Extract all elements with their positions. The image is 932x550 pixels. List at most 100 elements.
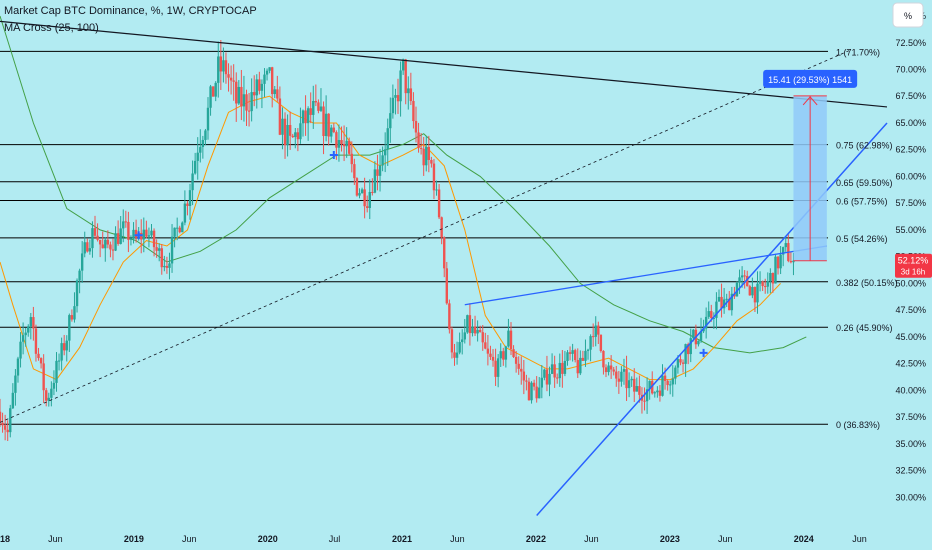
candle-body — [746, 275, 749, 287]
candle-body — [576, 360, 579, 374]
candle-body — [553, 364, 556, 378]
candle-body — [309, 108, 312, 115]
candle-body — [175, 227, 179, 229]
indicator-label: MA Cross (25, 100) — [4, 22, 99, 34]
candle-body — [168, 263, 171, 268]
candle-body — [52, 382, 56, 389]
candle-body — [512, 349, 515, 357]
candle-body — [625, 369, 628, 389]
candle-body — [217, 56, 220, 83]
candle-body — [543, 369, 546, 378]
candle-body — [432, 163, 436, 191]
candle-body — [440, 217, 443, 238]
candle-body — [532, 382, 536, 387]
measure-arrow-head — [802, 96, 818, 106]
candle-body — [730, 293, 734, 311]
candle-body — [525, 380, 528, 382]
candle-body — [291, 135, 294, 138]
candle-body — [14, 375, 17, 393]
candle-body — [229, 77, 233, 81]
candle-body — [93, 228, 97, 236]
candle-body — [34, 328, 38, 354]
candle-body — [728, 298, 731, 311]
candle-body — [509, 330, 513, 350]
y-tick-label: 32.50% — [895, 466, 926, 476]
candle-body — [615, 371, 618, 379]
drawings: 15.41 (29.53%) 1541 — [0, 20, 888, 516]
candle-body — [558, 362, 561, 379]
percent-scale-button[interactable]: % — [892, 2, 924, 28]
candle-body — [237, 86, 241, 104]
candle-body — [468, 315, 472, 334]
candle-body — [301, 110, 305, 124]
candle-body — [281, 118, 284, 135]
candle-body — [514, 356, 518, 364]
candle-body — [496, 358, 500, 377]
candle-body — [288, 125, 292, 136]
candle-body — [96, 235, 99, 240]
candle-body — [294, 132, 297, 138]
candle-body — [648, 381, 651, 390]
candle-body — [722, 299, 726, 309]
candle-body — [394, 95, 397, 98]
candle-body — [170, 236, 174, 264]
candle-body — [173, 227, 176, 237]
candle-body — [781, 247, 785, 255]
candle-body — [437, 189, 441, 218]
candle-body — [473, 326, 477, 334]
price-axis[interactable]: 30.00% 32.50% 35.00% 37.50% 40.00% 42.50% 45.0… — [895, 11, 932, 502]
candle-body — [761, 281, 764, 287]
candle-body — [419, 147, 423, 149]
candle-body — [299, 123, 302, 140]
candle-body — [602, 350, 605, 368]
candle-body — [461, 339, 464, 343]
candle-body — [324, 113, 328, 137]
candle-body — [633, 378, 636, 392]
candle-body — [255, 79, 258, 96]
x-tick-label: 2024 — [794, 534, 814, 544]
time-axis[interactable]: 2018 Jun 2019 Jun 2020 Jul 2021 Jun 2022 Jun 2023 J… — [0, 534, 867, 544]
candle-body — [499, 351, 502, 359]
candle-body — [345, 140, 348, 147]
candle-body — [62, 343, 66, 351]
candle-body — [129, 238, 133, 240]
candle-body — [29, 317, 33, 327]
candle-body — [16, 358, 20, 376]
x-tick-label: 2018 — [0, 534, 10, 544]
y-tick-label: 70.00% — [895, 65, 926, 75]
candle-body — [743, 275, 746, 277]
candle-body — [789, 260, 793, 263]
candle-body — [466, 315, 469, 333]
candle-body — [538, 387, 541, 399]
ma-fast-line — [0, 95, 781, 381]
candle-body — [258, 79, 261, 91]
candle-body — [381, 155, 384, 166]
candle-body — [764, 286, 767, 288]
candle-body — [594, 325, 597, 337]
x-tick-label: Jun — [450, 534, 465, 544]
candle-body — [55, 360, 58, 383]
candle-body — [73, 306, 76, 320]
candle-body — [296, 132, 300, 140]
candle-body — [3, 425, 7, 430]
candle-body — [75, 280, 79, 307]
candle-body — [635, 386, 639, 392]
y-tick-label: 60.00% — [895, 171, 926, 181]
candle-body — [520, 368, 523, 372]
candle-body — [407, 88, 410, 94]
candle-body — [599, 334, 603, 351]
candle-body — [458, 342, 461, 353]
current-price-value: 52.12% — [898, 256, 929, 266]
candle-body — [450, 329, 454, 353]
candle-body — [584, 350, 587, 361]
candle-body — [60, 343, 63, 361]
candle-body — [627, 380, 631, 389]
y-tick-label: 42.50% — [895, 359, 926, 369]
bar-countdown: 3d 16h — [901, 268, 925, 277]
candle-body — [181, 222, 184, 233]
candle-body — [27, 326, 30, 333]
candle-body — [710, 311, 713, 319]
candle-body — [263, 74, 266, 84]
candle-body — [571, 350, 574, 354]
